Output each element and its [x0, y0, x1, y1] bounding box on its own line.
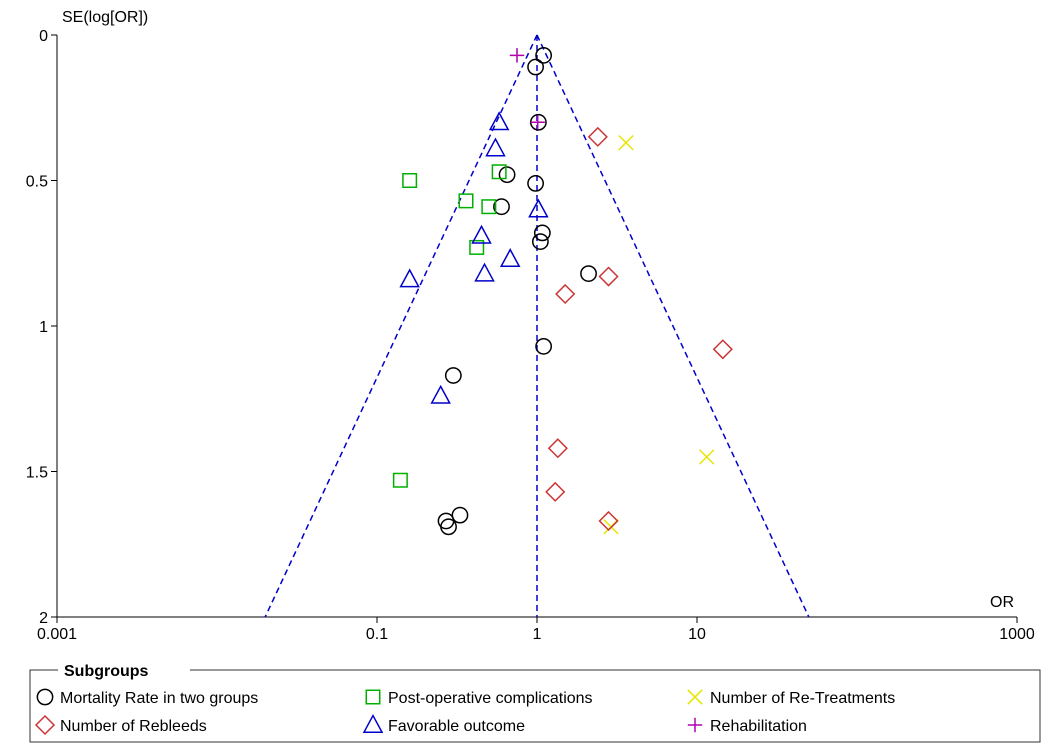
data-point-diamond — [598, 266, 619, 287]
y-tick-label: 2 — [39, 610, 48, 627]
x-tick-label: 0.1 — [366, 626, 388, 643]
data-point-square — [458, 193, 474, 209]
legend-title-background — [58, 660, 190, 680]
data-point-diamond — [547, 438, 568, 459]
legend-marker-x — [687, 689, 703, 705]
funnel-left-line — [264, 34, 538, 618]
legend: Subgroups Mortality Rate in two groups Po… — [29, 660, 1041, 743]
series-triangle — [399, 111, 549, 404]
legend-item: Favorable outcome — [362, 713, 525, 735]
legend-label: Mortality Rate in two groups — [60, 690, 258, 707]
data-point-triangle — [485, 137, 506, 157]
series-square — [392, 164, 507, 488]
legend-item: Number of Rebleeds — [34, 714, 207, 736]
y-tick-label: 1.5 — [26, 465, 48, 482]
data-point-diamond — [555, 283, 576, 305]
data-points — [392, 46, 733, 536]
axes-layer: 0 0.5 1 1.5 20.001 0.1 1 10 1000 — [26, 28, 1035, 643]
data-point-circle — [440, 518, 457, 536]
data-point-circle — [527, 58, 544, 76]
legend-item: Mortality Rate in two groups — [36, 688, 258, 707]
y-axis-label: SE(log[OR]) — [62, 9, 148, 26]
series-circle — [437, 46, 597, 536]
y-tick-label: 1 — [39, 319, 48, 336]
data-point-square — [402, 173, 418, 188]
legend-item: Rehabilitation — [687, 717, 807, 735]
data-point-square — [392, 472, 408, 488]
data-point-x — [698, 449, 715, 465]
legend-item: Number of Re-Treatments — [687, 689, 895, 707]
x-tick-label: 10 — [688, 626, 706, 643]
data-point-circle — [531, 233, 549, 251]
funnel-lines — [264, 34, 810, 618]
x-tick-label: 1 — [533, 626, 542, 643]
data-point-circle — [535, 337, 553, 355]
data-point-square — [469, 239, 485, 255]
data-point-square — [481, 199, 497, 215]
legend-frame — [29, 669, 1041, 743]
y-tick-label: 0.5 — [26, 174, 48, 191]
legend-label: Number of Rebleeds — [60, 718, 207, 735]
data-point-diamond — [545, 481, 566, 502]
data-point-circle — [580, 265, 597, 283]
data-point-diamond — [712, 339, 733, 360]
data-point-circle — [493, 198, 510, 216]
legend-label: Post-operative complications — [388, 690, 593, 707]
data-point-circle — [444, 367, 462, 384]
x-axis-label: OR — [990, 594, 1014, 611]
series-x — [603, 134, 715, 535]
data-point-triangle — [430, 384, 451, 404]
legend-label: Favorable outcome — [388, 718, 525, 735]
data-point-circle — [451, 506, 469, 524]
series-diamond — [545, 126, 733, 532]
data-point-plus — [530, 115, 545, 130]
legend-marker-triangle — [362, 713, 384, 733]
funnel-right-line — [536, 34, 810, 618]
data-point-circle — [535, 46, 553, 64]
legend-marker-diamond — [34, 714, 56, 736]
legend-item: Post-operative complications — [365, 689, 593, 707]
data-point-circle — [533, 224, 551, 242]
legend-label: Number of Re-Treatments — [710, 690, 895, 707]
data-point-diamond — [598, 510, 619, 532]
data-point-circle — [498, 166, 516, 184]
data-point-triangle — [528, 198, 549, 218]
series-plus — [509, 48, 545, 130]
data-point-triangle — [474, 262, 495, 282]
legend-label: Rehabilitation — [710, 718, 807, 735]
data-point-triangle — [488, 111, 510, 131]
legend-title: Subgroups — [64, 663, 149, 680]
data-point-diamond — [587, 126, 608, 147]
data-point-triangle — [471, 224, 492, 244]
data-point-square — [491, 164, 507, 180]
x-tick-label: 0.001 — [37, 626, 77, 643]
data-point-triangle — [399, 268, 420, 288]
x-tick-label: 1000 — [999, 626, 1035, 643]
legend-marker-plus — [687, 717, 703, 733]
data-point-x — [618, 134, 634, 151]
legend-marker-square — [365, 689, 381, 705]
legend-marker-circle — [36, 688, 54, 706]
y-tick-label: 0 — [39, 28, 48, 45]
data-point-plus — [509, 48, 525, 63]
data-point-circle — [527, 175, 544, 192]
data-point-triangle — [499, 248, 521, 268]
legend-items: Mortality Rate in two groups Post-operati… — [34, 688, 895, 736]
